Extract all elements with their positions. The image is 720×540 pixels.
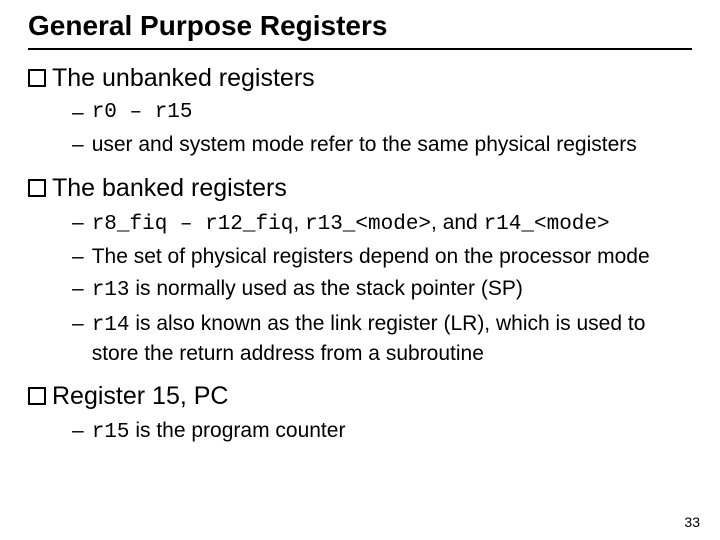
code-span: r13_<mode> [305,213,431,236]
code-span: r14_<mode> [484,213,610,236]
square-bullet-icon [28,387,46,405]
dash-icon: – [72,310,84,338]
code-span: r15 [92,421,130,444]
dash-icon: – [72,131,84,159]
list-item: – r8_fiq – r12_fiq, r13_<mode>, and r14_… [72,209,692,239]
text-span: is normally used as the stack pointer (S… [130,277,523,300]
item-text: r13 is normally used as the stack pointe… [92,275,523,305]
dash-icon: – [72,417,84,445]
list-item: – r13 is normally used as the stack poin… [72,275,692,305]
section-heading: Register 15, PC [52,382,228,411]
text-span: , and [431,211,484,234]
sub-list-unbanked: – r0 – r15 – user and system mode refer … [72,99,692,160]
list-item: – r14 is also known as the link register… [72,310,692,369]
section-heading: The banked registers [52,174,287,203]
code-span: r13 [92,279,130,302]
section-heading: The unbanked registers [52,64,315,93]
list-item: – r15 is the program counter [72,417,692,447]
dash-icon: – [72,99,84,127]
sub-list-banked: – r8_fiq – r12_fiq, r13_<mode>, and r14_… [72,209,692,369]
page-number: 33 [684,514,700,530]
dash-icon: – [72,209,84,237]
section-banked: The banked registers [28,174,692,203]
code-span: r14 [92,314,130,337]
dash-icon: – [72,243,84,271]
text-span: , [293,211,305,234]
list-item: – r0 – r15 [72,99,692,127]
code-span: r8_fiq – r12_fiq [92,213,294,236]
text-span: is the program counter [130,419,346,442]
item-text: r0 – r15 [92,99,193,127]
item-text: The set of physical registers depend on … [92,243,650,271]
list-item: – user and system mode refer to the same… [72,131,692,159]
item-text: user and system mode refer to the same p… [92,131,637,159]
title-underline [28,48,692,50]
sub-list-pc: – r15 is the program counter [72,417,692,447]
item-text: r15 is the program counter [92,417,346,447]
square-bullet-icon [28,179,46,197]
text-span: is also known as the link register (LR),… [92,312,646,365]
item-text: r14 is also known as the link register (… [92,310,692,369]
dash-icon: – [72,275,84,303]
list-item: – The set of physical registers depend o… [72,243,692,271]
section-pc: Register 15, PC [28,382,692,411]
square-bullet-icon [28,69,46,87]
slide-title: General Purpose Registers [28,10,692,42]
slide: General Purpose Registers The unbanked r… [0,0,720,540]
section-unbanked: The unbanked registers [28,64,692,93]
item-text: r8_fiq – r12_fiq, r13_<mode>, and r14_<m… [92,209,610,239]
